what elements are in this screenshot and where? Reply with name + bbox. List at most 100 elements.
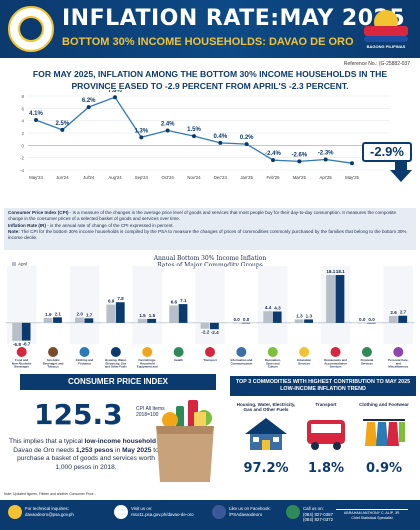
trend-point xyxy=(86,105,91,110)
latest-inflation-callout: -2.9% xyxy=(362,142,412,162)
commodity-category-icon xyxy=(142,347,153,357)
commodity-category-label-line: Beverages and xyxy=(43,361,64,365)
footer-phone-1[interactable]: (084) 827-0387 xyxy=(303,511,334,517)
commodity-data-label: -6.8 xyxy=(13,342,21,347)
commodity-bar xyxy=(53,317,62,323)
commodity-slot-bg xyxy=(132,266,162,344)
commodity-chart-title: Annual Bottom 30% Income Inflation Rates … xyxy=(153,255,267,269)
commodity-category-label: Financial Services xyxy=(361,358,374,365)
footnote: Note: Updated figures, Fifteen and anoth… xyxy=(4,492,97,496)
commodity-bar xyxy=(304,319,313,323)
commodity-bar xyxy=(200,322,210,329)
commodity-category-icon xyxy=(48,347,59,357)
commodity-bar xyxy=(231,322,241,324)
commodity-category-icon xyxy=(330,347,341,357)
commodity-data-label: 4.3 xyxy=(274,305,281,310)
cpi-desc-bold: low-income household xyxy=(84,438,156,445)
footer-phone-2[interactable]: (084) 827-0372 xyxy=(303,517,334,523)
commodity-data-label: -2.4 xyxy=(211,330,219,335)
commodity-data-label: 2.0 xyxy=(77,312,84,317)
trend-data-label: 0.2% xyxy=(240,135,254,141)
definition-text: - is a measure of the changes in the ave… xyxy=(8,210,397,221)
footer-email[interactable]: For technical inquiries: davaodeoro@psa.… xyxy=(25,506,74,517)
trend-data-label: 7.8% xyxy=(108,90,122,94)
commodity-data-label: 0.0 xyxy=(243,317,250,322)
commodity-slot-bg xyxy=(195,266,225,344)
commodity-category-label-line: Non-Alcoholic xyxy=(12,361,32,365)
commodity-bar xyxy=(75,317,84,323)
commodity-bar xyxy=(21,322,31,341)
top3-value: 1.8% xyxy=(307,461,345,476)
commodity-category-label: Health xyxy=(174,358,183,362)
commodity-slot-bg xyxy=(258,266,288,344)
commodity-category-label-line: Services xyxy=(361,361,373,365)
page-title: INFLATION RATE:MAY 2025 xyxy=(62,6,406,31)
commodity-data-label: 18.1 xyxy=(326,269,335,274)
commodity-category-label-line: Accommodation xyxy=(324,361,347,365)
trend-data-label: 2.4% xyxy=(161,122,175,128)
cpi-desc-part: This implies that a typical xyxy=(9,438,85,445)
down-arrow-icon xyxy=(390,160,412,182)
commodity-data-label: 6.6 xyxy=(171,299,178,304)
footer-facebook[interactable]: Like us on Facebook: /PSAdavaodeoro xyxy=(229,506,271,517)
commodity-bar xyxy=(357,322,367,324)
trend-point xyxy=(297,159,302,164)
top3-label: Transport xyxy=(315,402,337,407)
footer-facebook-handle[interactable]: /PSAdavaodeoro xyxy=(229,511,263,517)
definition-note: Note: The CPI for the bottom 30% income … xyxy=(8,229,412,241)
commodity-bar xyxy=(84,318,94,323)
commodity-groups-bar-chart: Annual Bottom 30% Income Inflation Rates … xyxy=(6,255,414,369)
trend-y-tick-label: 8 xyxy=(21,94,24,99)
commodity-category-label-line: Financial xyxy=(361,358,374,362)
trend-x-tick-label: Dec'24 xyxy=(214,175,228,180)
commodity-data-label: 1.9 xyxy=(45,312,52,317)
commodity-category-label-line: Food and xyxy=(15,358,28,362)
top3-item-transport: Transport 1.8% xyxy=(296,402,356,476)
definition-text: The CPI for the bottom 30% income househ… xyxy=(8,229,407,241)
psa-logo xyxy=(8,6,54,52)
trend-x-tick-label: May'24 xyxy=(29,175,43,180)
trend-data-label: -2.6% xyxy=(291,152,307,158)
bagong-blue-band xyxy=(364,36,408,42)
trend-data-label: -2.3% xyxy=(318,151,334,157)
commodity-data-label: -6.7 xyxy=(22,342,30,347)
commodity-data-label: 2.7 xyxy=(400,310,407,315)
reference-number: Reference No.: (G-25882-037 xyxy=(343,61,410,67)
bagong-red-band xyxy=(364,26,408,36)
commodity-data-label: 1.5 xyxy=(149,313,156,318)
email-icon xyxy=(8,505,22,519)
footer-website[interactable]: Visit us on: rsso11.psa.gov.ph/davao-de-… xyxy=(131,506,194,517)
commodity-slot-bg xyxy=(69,266,100,344)
house-icon xyxy=(245,418,287,450)
signatory-title: Chief Statistical Specialist xyxy=(351,515,393,520)
trend-data-label: 0.4% xyxy=(213,134,227,140)
cpi-desc-bold: May 2025 xyxy=(122,446,152,454)
commodity-category-icon xyxy=(205,347,215,357)
trend-x-tick-label: Jan'25 xyxy=(240,175,253,180)
trend-x-tick-label: Mar'25 xyxy=(293,175,307,180)
footer-website-url[interactable]: rsso11.psa.gov.ph/davao-de-oro xyxy=(131,511,194,517)
trend-y-tick-label: -2 xyxy=(20,156,24,161)
commodity-chart-title-line: Annual Bottom 30% Income Inflation xyxy=(153,255,267,262)
commodity-bar xyxy=(388,315,398,323)
footer-email-address[interactable]: davaodeoro@psa.gov.ph xyxy=(25,511,74,517)
commodity-data-label: 4.4 xyxy=(265,305,272,310)
commodity-category-label: Furnishings, Household Equipment and xyxy=(137,358,158,369)
top3-section-title: TOP 3 COMMODITIES WITH HIGHEST CONTRIBUT… xyxy=(230,376,416,396)
footer-phone[interactable]: Call us on: (084) 827-0387 (084) 827-037… xyxy=(303,506,333,523)
facebook-icon xyxy=(212,505,226,519)
commodity-bar xyxy=(137,318,147,323)
commodity-data-label: 1.3 xyxy=(296,313,303,318)
commodity-category-label: Transport xyxy=(203,358,216,362)
commodity-category-label-line: Miscellaneous xyxy=(388,365,408,369)
commodity-slot-bg xyxy=(289,266,319,344)
commodity-data-label: 6.9 xyxy=(108,299,115,304)
definitions-box: Consumer Price Index (CPI) - is a measur… xyxy=(4,208,416,250)
commodity-category-label: Alcoholic Beverages and Tobacco xyxy=(43,358,64,369)
trend-data-label: 4.1% xyxy=(29,111,43,117)
top3-item-housing: Housing, Water, Electricity, Gas and Oth… xyxy=(236,402,296,476)
trend-x-tick-label: May'25 xyxy=(345,175,359,180)
commodity-data-label: -2.2 xyxy=(201,330,209,335)
psa-logo-center xyxy=(18,16,44,42)
definition-term: Consumer Price Index (CPI) xyxy=(8,210,69,215)
